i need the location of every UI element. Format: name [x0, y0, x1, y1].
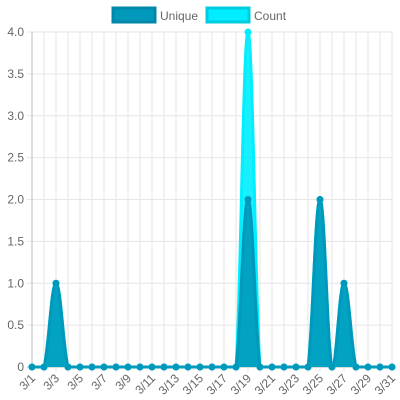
x-tick-label: 3/21	[252, 371, 279, 398]
x-tick-label: 3/7	[88, 371, 110, 393]
y-tick-label: 3.0	[7, 109, 24, 123]
legend-item-unique[interactable]: Unique	[111, 6, 198, 24]
y-tick-label: 0.5	[7, 318, 24, 332]
data-point-unique[interactable]	[220, 363, 228, 371]
data-point-unique[interactable]	[28, 363, 36, 371]
data-point-unique[interactable]	[40, 363, 48, 371]
data-point-unique[interactable]	[244, 196, 252, 203]
data-point-unique[interactable]	[232, 363, 240, 371]
y-tick-label: 1.0	[7, 276, 24, 290]
x-tick-label: 3/19	[228, 371, 255, 398]
x-tick-label: 3/15	[180, 371, 207, 398]
y-tick-label: 4.0	[7, 25, 24, 39]
data-point-unique[interactable]	[196, 363, 204, 371]
data-point-unique[interactable]	[100, 363, 108, 371]
y-tick-label: 2.5	[7, 151, 24, 165]
legend: Unique Count	[111, 6, 287, 24]
data-point-unique[interactable]	[124, 363, 132, 371]
y-axis-ticks: 0 0.5 1.0 1.5 2.0 2.5 3.0 3.5 4.0	[7, 25, 24, 374]
legend-swatch-unique	[111, 6, 157, 24]
data-point-unique[interactable]	[388, 363, 396, 371]
data-point-unique[interactable]	[280, 363, 288, 371]
x-tick-label: 3/27	[324, 371, 351, 398]
data-point-unique[interactable]	[316, 196, 324, 203]
legend-label-count: Count	[254, 9, 287, 23]
data-point-unique[interactable]	[136, 363, 144, 371]
x-tick-label: 3/1	[16, 371, 38, 393]
series-area-unique	[32, 199, 392, 367]
data-point-unique[interactable]	[328, 363, 336, 371]
y-tick-label: 2.0	[7, 193, 24, 207]
data-point-unique[interactable]	[64, 363, 72, 371]
data-point-unique[interactable]	[364, 363, 372, 371]
data-point-count[interactable]	[244, 28, 252, 36]
legend-swatch-count	[205, 6, 251, 24]
data-point-unique[interactable]	[352, 363, 360, 371]
data-point-unique[interactable]	[256, 363, 264, 371]
data-point-unique[interactable]	[88, 363, 96, 371]
x-tick-label: 3/9	[112, 371, 134, 393]
y-tick-label: 1.5	[7, 234, 24, 248]
x-tick-label: 3/29	[348, 371, 375, 398]
data-point-unique[interactable]	[184, 363, 192, 371]
data-point-unique[interactable]	[112, 363, 120, 371]
data-point-unique[interactable]	[292, 363, 300, 371]
data-points	[28, 28, 396, 371]
x-axis-ticks: 3/1 3/3 3/5 3/7 3/93/113/133/153/173/193/213…	[16, 371, 398, 398]
data-point-unique[interactable]	[376, 363, 384, 371]
data-point-unique[interactable]	[340, 279, 348, 287]
data-point-unique[interactable]	[52, 279, 60, 287]
x-tick-label: 3/31	[372, 371, 399, 398]
x-tick-label: 3/3	[40, 371, 62, 393]
x-tick-label: 3/13	[156, 371, 183, 398]
data-point-unique[interactable]	[160, 363, 168, 371]
legend-item-count[interactable]: Count	[205, 6, 287, 24]
x-tick-label: 3/11	[132, 371, 158, 397]
data-point-unique[interactable]	[172, 363, 180, 371]
x-tick-label: 3/17	[204, 371, 231, 398]
data-point-unique[interactable]	[268, 363, 276, 371]
data-point-unique[interactable]	[148, 363, 156, 371]
legend-label-unique: Unique	[160, 9, 198, 23]
y-tick-label: 3.5	[7, 67, 24, 81]
y-tick-label: 0	[17, 360, 24, 374]
x-tick-label: 3/25	[300, 371, 327, 398]
x-tick-label: 3/23	[276, 371, 303, 398]
data-point-unique[interactable]	[76, 363, 84, 371]
data-point-unique[interactable]	[304, 363, 312, 371]
x-tick-label: 3/5	[64, 371, 86, 393]
data-point-unique[interactable]	[208, 363, 216, 371]
